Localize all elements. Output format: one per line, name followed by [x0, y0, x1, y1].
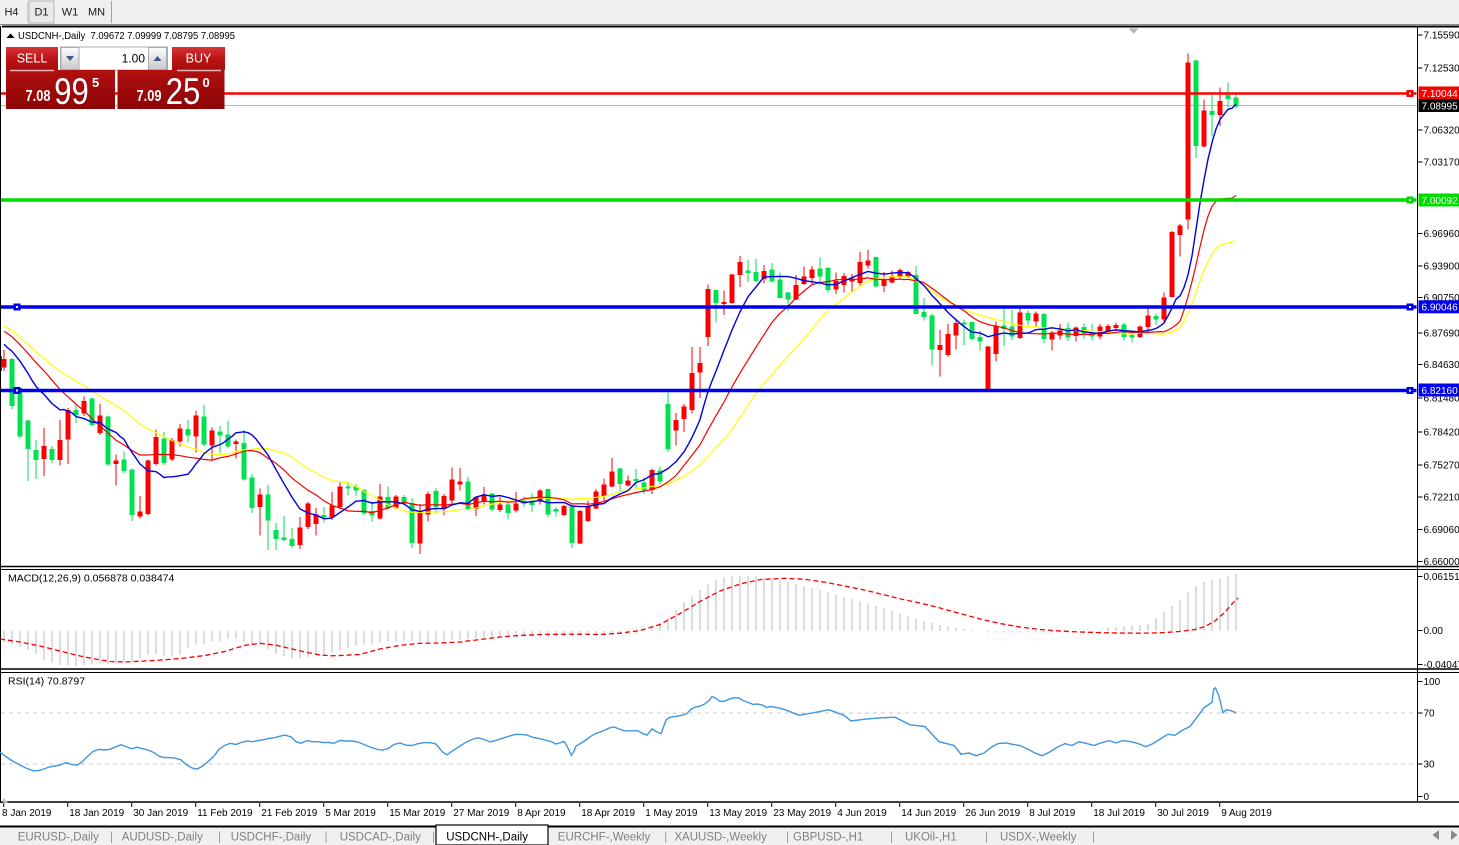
svg-text:USDCNH-,Daily: USDCNH-,Daily — [446, 832, 528, 844]
svg-text:7.12530: 7.12530 — [1424, 64, 1459, 75]
svg-text:D1: D1 — [34, 7, 48, 19]
svg-text:|: | — [890, 832, 893, 844]
svg-text:6.90046: 6.90046 — [1422, 303, 1459, 314]
svg-text:18 Apr 2019: 18 Apr 2019 — [581, 808, 635, 819]
svg-text:UKOil-,H1: UKOil-,H1 — [905, 832, 957, 844]
svg-text:6.90750: 6.90750 — [1424, 293, 1459, 304]
svg-text:9 Aug 2019: 9 Aug 2019 — [1221, 808, 1272, 819]
svg-text:7.08: 7.08 — [26, 88, 51, 105]
svg-text:6.82160: 6.82160 — [1422, 386, 1459, 397]
svg-text:GBPUSD-,H1: GBPUSD-,H1 — [793, 832, 863, 844]
svg-text:USDCNH-,Daily 7.09672 7.09999: USDCNH-,Daily 7.09672 7.09999 7.08795 7.… — [18, 30, 235, 42]
svg-text:MACD(12,26,9) 0.056878 0.03847: MACD(12,26,9) 0.056878 0.038474 — [8, 573, 175, 585]
svg-text:0: 0 — [203, 75, 210, 90]
svg-text:5 Mar 2019: 5 Mar 2019 — [325, 808, 376, 819]
svg-text:|: | — [325, 832, 328, 844]
svg-text:7.09: 7.09 — [137, 88, 162, 105]
svg-text:BUY: BUY — [186, 52, 212, 66]
svg-text:27 Mar 2019: 27 Mar 2019 — [453, 808, 510, 819]
svg-text:14 Jun 2019: 14 Jun 2019 — [901, 808, 956, 819]
svg-text:6.93900: 6.93900 — [1424, 262, 1459, 273]
svg-text:AUDUSD-,Daily: AUDUSD-,Daily — [122, 832, 203, 844]
svg-text:21 Feb 2019: 21 Feb 2019 — [261, 808, 318, 819]
svg-text:SELL: SELL — [17, 52, 48, 66]
svg-text:6.72210: 6.72210 — [1424, 493, 1459, 504]
svg-text:|: | — [432, 832, 435, 844]
svg-text:6.66000: 6.66000 — [1424, 557, 1459, 568]
svg-text:6.96960: 6.96960 — [1424, 229, 1459, 240]
svg-text:7.10044: 7.10044 — [1422, 89, 1459, 100]
svg-text:|: | — [1092, 832, 1095, 844]
svg-text:0.00: 0.00 — [1424, 626, 1444, 637]
svg-text:|: | — [218, 832, 221, 844]
svg-text:7.00092: 7.00092 — [1422, 196, 1459, 207]
svg-text:30 Jul 2019: 30 Jul 2019 — [1157, 808, 1209, 819]
svg-text:23 May 2019: 23 May 2019 — [773, 808, 831, 819]
svg-text:13 May 2019: 13 May 2019 — [709, 808, 767, 819]
svg-text:EURCHF-,Weekly: EURCHF-,Weekly — [558, 832, 651, 844]
svg-text:1 May 2019: 1 May 2019 — [645, 808, 698, 819]
svg-text:W1: W1 — [62, 7, 79, 19]
svg-text:26 Jun 2019: 26 Jun 2019 — [965, 808, 1020, 819]
svg-text:1.00: 1.00 — [122, 52, 146, 66]
svg-text:6.69060: 6.69060 — [1424, 525, 1459, 536]
svg-text:6.87690: 6.87690 — [1424, 329, 1459, 340]
svg-text:XAUUSD-,Weekly: XAUUSD-,Weekly — [674, 832, 767, 844]
svg-text:EURUSD-,Daily: EURUSD-,Daily — [18, 832, 99, 844]
svg-text:18 Jan 2019: 18 Jan 2019 — [69, 808, 124, 819]
svg-text:7.15590: 7.15590 — [1424, 31, 1459, 42]
svg-text:6.84630: 6.84630 — [1424, 360, 1459, 371]
svg-text:18 Jul 2019: 18 Jul 2019 — [1093, 808, 1145, 819]
svg-text:H4: H4 — [4, 7, 18, 19]
svg-text:7.08995: 7.08995 — [1422, 101, 1459, 112]
svg-text:6.75270: 6.75270 — [1424, 461, 1459, 472]
svg-text:0.061514: 0.061514 — [1424, 572, 1459, 583]
svg-text:-0.04047: -0.04047 — [1424, 660, 1459, 671]
svg-text:8 Apr 2019: 8 Apr 2019 — [517, 808, 566, 819]
svg-text:USDCAD-,Daily: USDCAD-,Daily — [340, 832, 421, 844]
svg-text:|: | — [985, 832, 988, 844]
svg-text:99: 99 — [54, 71, 89, 112]
svg-text:4 Jun 2019: 4 Jun 2019 — [837, 808, 887, 819]
svg-text:MN: MN — [88, 7, 105, 19]
svg-text:8 Jul 2019: 8 Jul 2019 — [1029, 808, 1076, 819]
svg-text:8 Jan 2019: 8 Jan 2019 — [2, 808, 52, 819]
svg-text:30: 30 — [1424, 760, 1436, 771]
svg-text:6.78420: 6.78420 — [1424, 428, 1459, 439]
svg-text:7.03170: 7.03170 — [1424, 158, 1459, 169]
svg-text:6.81480: 6.81480 — [1424, 394, 1459, 405]
svg-text:15 Mar 2019: 15 Mar 2019 — [389, 808, 446, 819]
svg-text:|: | — [110, 832, 113, 844]
svg-text:USDX-,Weekly: USDX-,Weekly — [1000, 832, 1077, 844]
svg-text:11 Feb 2019: 11 Feb 2019 — [197, 808, 253, 819]
svg-text:0: 0 — [1424, 792, 1430, 803]
svg-text:5: 5 — [92, 75, 99, 90]
svg-text:30 Jan 2019: 30 Jan 2019 — [133, 808, 188, 819]
svg-text:70: 70 — [1424, 709, 1436, 720]
svg-text:7.06320: 7.06320 — [1424, 126, 1459, 137]
svg-text:|: | — [664, 832, 667, 844]
svg-text:|: | — [786, 832, 789, 844]
svg-text:RSI(14) 70.8797: RSI(14) 70.8797 — [8, 676, 85, 688]
svg-text:25: 25 — [166, 71, 201, 112]
svg-text:100: 100 — [1424, 677, 1441, 688]
svg-text:USDCHF-,Daily: USDCHF-,Daily — [231, 832, 312, 844]
